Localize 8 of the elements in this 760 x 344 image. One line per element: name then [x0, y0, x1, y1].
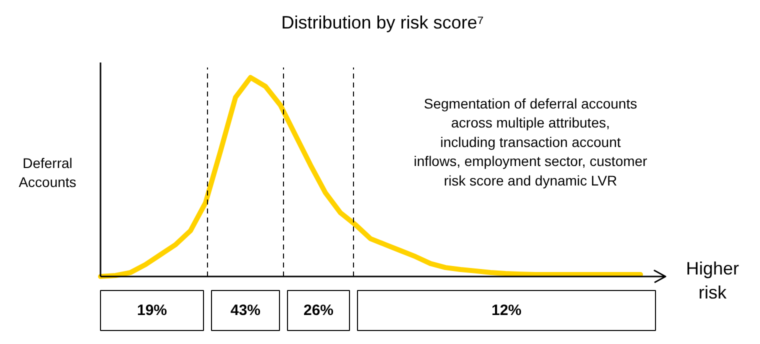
chart-title: Distribution by risk score⁷ — [281, 12, 484, 32]
y-axis-title: Deferral Accounts — [18, 154, 76, 190]
text: 19% — [136, 302, 168, 319]
text: 43% — [230, 302, 261, 319]
annotation: Segmentation of deferral accounts across multiple attributes, including transaction account inflows, employment sector, customer risk score and dynamic LVR — [414, 96, 648, 188]
text: 12% — [491, 302, 522, 319]
x-axis-title: Higher risk — [686, 258, 740, 302]
text: 26% — [303, 302, 334, 319]
